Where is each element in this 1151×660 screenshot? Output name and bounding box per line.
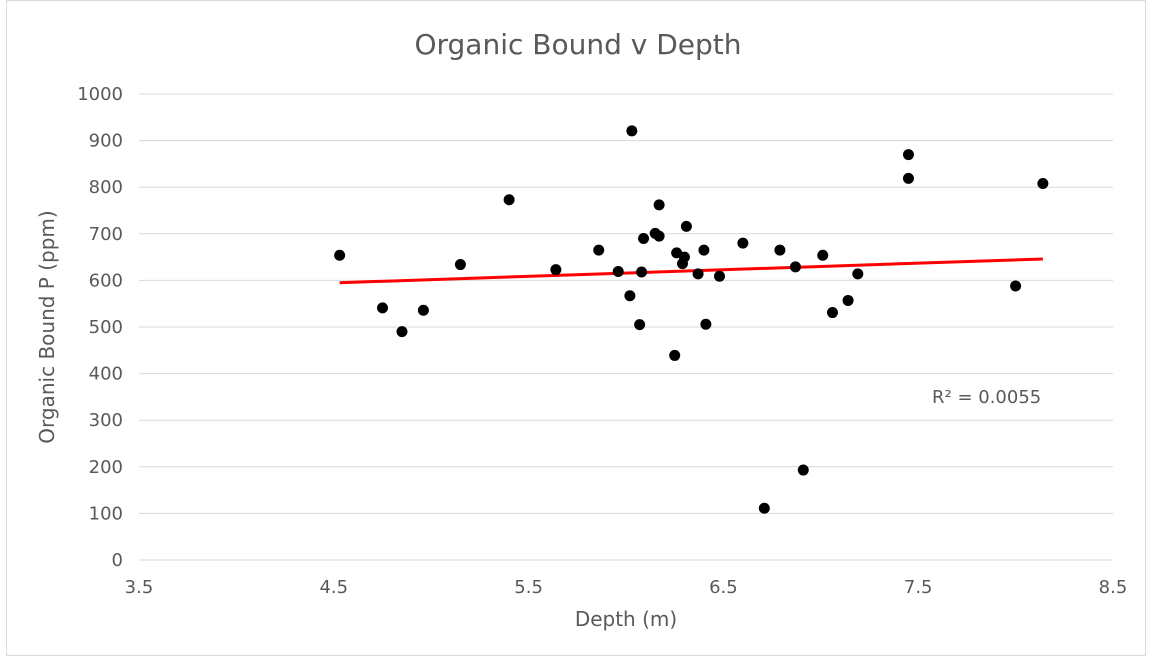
x-tick-label-2: 5.5: [514, 577, 543, 598]
data-point-27: [758, 502, 770, 514]
x-tick-labels: 3.5 4.5 5.5 6.5 7.5 8.5: [125, 577, 1128, 598]
data-point-8: [612, 266, 624, 278]
y-axis-label: Organic Bound P (ppm): [35, 210, 59, 443]
y-tick-label-2: 200: [89, 457, 123, 478]
x-tick-label-3: 6.5: [709, 577, 738, 598]
y-tick-label-6: 600: [89, 270, 123, 291]
y-tick-label-0: 0: [112, 550, 123, 571]
data-point-25: [714, 270, 726, 282]
data-point-30: [797, 464, 809, 476]
data-point-28: [774, 244, 786, 256]
trendline: [339, 257, 1043, 285]
data-point-16: [653, 199, 665, 211]
data-point-17: [669, 349, 681, 361]
data-point-11: [634, 319, 646, 331]
y-tick-label-10: 1000: [77, 84, 123, 105]
r-squared-label: R² = 0.0055: [932, 387, 1041, 408]
data-point-35: [902, 149, 914, 161]
y-tick-label-7: 700: [89, 224, 123, 245]
y-tick-label-9: 900: [89, 131, 123, 152]
trendline-group: [339, 257, 1043, 285]
x-tick-label-5: 8.5: [1099, 577, 1128, 598]
data-point-3: [417, 304, 429, 316]
data-point-21: [680, 220, 692, 232]
data-point-7: [593, 244, 605, 256]
data-point-0: [334, 249, 346, 261]
data-point-5: [503, 194, 515, 206]
data-point-24: [700, 318, 712, 330]
data-point-37: [1010, 280, 1022, 292]
x-tick-label-0: 3.5: [125, 577, 154, 598]
x-tick-label-4: 7.5: [904, 577, 933, 598]
x-axis-label: Depth (m): [575, 607, 677, 631]
data-point-20: [678, 251, 690, 263]
y-tick-label-1: 100: [89, 503, 123, 524]
data-point-34: [852, 268, 864, 280]
data-point-2: [396, 326, 408, 338]
chart-frame: [6, 0, 1146, 656]
data-point-13: [638, 232, 650, 244]
data-points: [334, 125, 1049, 514]
y-tick-labels: 0 100 200 300 400 500 600 700 800 900 1000: [77, 84, 123, 571]
data-point-26: [737, 237, 749, 249]
data-point-9: [624, 290, 636, 302]
gridlines: [139, 93, 1113, 561]
data-point-12: [636, 266, 648, 278]
data-point-29: [789, 261, 801, 273]
data-point-1: [377, 302, 388, 314]
data-point-32: [826, 307, 838, 319]
data-point-15: [653, 230, 665, 242]
y-tick-label-4: 400: [89, 364, 123, 385]
chart-title: Organic Bound v Depth: [414, 28, 741, 61]
data-point-23: [698, 244, 710, 256]
data-point-38: [1037, 177, 1049, 189]
data-point-4: [454, 259, 466, 271]
y-tick-label-5: 500: [89, 317, 123, 338]
y-tick-label-3: 300: [89, 410, 123, 431]
data-point-33: [842, 294, 854, 306]
data-point-22: [692, 268, 704, 280]
data-point-36: [902, 172, 914, 184]
x-tick-label-1: 4.5: [319, 577, 348, 598]
y-tick-label-8: 800: [89, 177, 123, 198]
data-point-6: [550, 264, 562, 276]
data-point-10: [626, 125, 638, 137]
data-point-31: [817, 249, 829, 261]
